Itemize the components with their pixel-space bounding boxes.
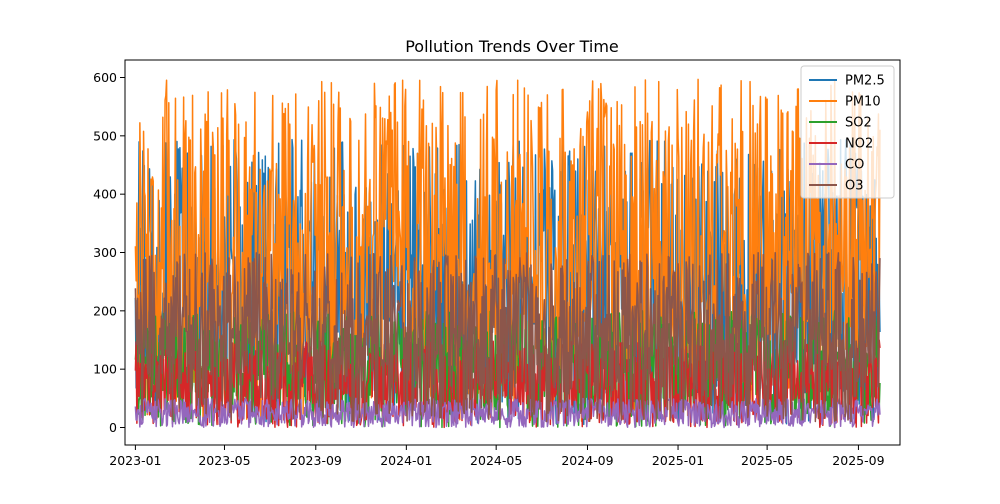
legend-label: NO2 (845, 137, 873, 152)
legend: PM2.5 PM10 SO2 NO2 CO O3 (800, 65, 895, 199)
x-tick-label: 2024-01 (380, 453, 432, 468)
legend-label: SO2 (845, 116, 872, 131)
y-tick-label: 400 (93, 187, 117, 202)
legend-label: PM10 (845, 95, 881, 110)
x-tick-label: 2023-01 (109, 453, 161, 468)
x-tick-label: 2023-05 (198, 453, 250, 468)
x-tick-label: 2023-09 (290, 453, 342, 468)
legend-label: CO (845, 158, 864, 173)
y-tick-label: 300 (93, 245, 117, 260)
y-tick-label: 0 (109, 420, 117, 435)
x-tick-label: 2025-01 (652, 453, 704, 468)
legend-label: PM2.5 (845, 74, 885, 89)
axis-layer: 0 100 200 300 400 500 600 2023-01 2023-05 2023-09… (93, 70, 884, 468)
series-line-o3 (134, 251, 881, 423)
series-line-co (134, 397, 881, 429)
y-tick-label: 100 (93, 362, 117, 377)
chart-title: Pollution Trends Over Time (405, 37, 619, 56)
legend-label: O3 (845, 179, 864, 194)
series-layer (134, 78, 881, 429)
series-line-pm10 (134, 78, 881, 423)
x-tick-label: 2025-09 (832, 453, 884, 468)
x-tick-label: 2024-05 (470, 453, 522, 468)
y-tick-label: 600 (93, 70, 117, 85)
plot-area-frame (124, 59, 901, 446)
x-tick-label: 2025-05 (741, 453, 793, 468)
y-tick-label: 200 (93, 303, 117, 318)
y-tick-label: 500 (93, 128, 117, 143)
x-tick-label: 2024-09 (561, 453, 613, 468)
